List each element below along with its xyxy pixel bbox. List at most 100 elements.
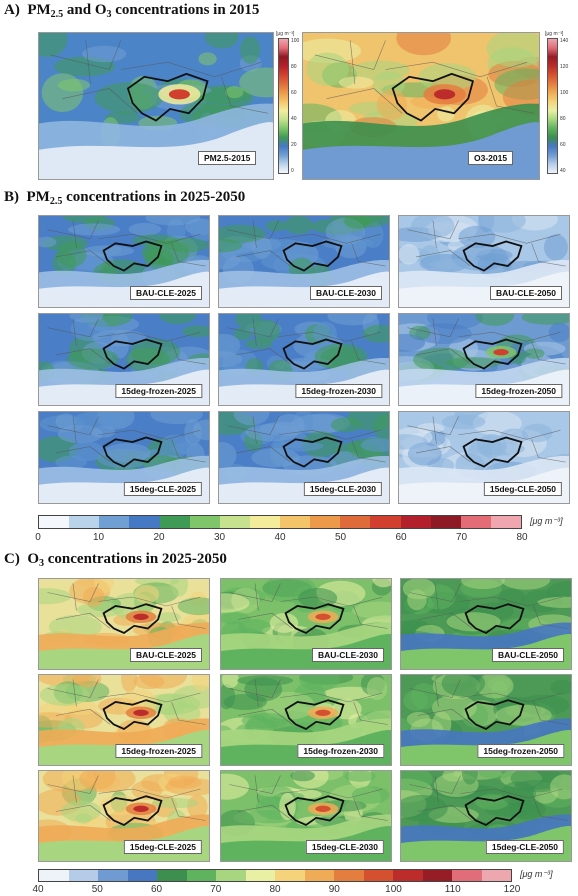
colorbar-segment: [363, 870, 393, 881]
section-a-t3: concentrations in 2015: [111, 2, 260, 18]
colorbar-segment: [460, 516, 491, 528]
pm25-map-label: BAU-CLE-2050: [490, 286, 562, 300]
colorbar-segment: [340, 516, 371, 528]
colorbar-segment: [249, 516, 280, 528]
pm25-map-label: BAU-CLE-2030: [310, 286, 382, 300]
colorbar-tick-label: 0: [291, 168, 294, 174]
colorbar-tick-label: 60: [291, 90, 297, 96]
colorbar-segment: [157, 870, 187, 881]
map-label-pm25-2015: PM2.5-2015: [198, 151, 257, 165]
colorbar-tick-label: 70: [455, 532, 468, 543]
section-a-prefix: A): [4, 2, 20, 18]
pm25-map-label: 15deg-CLE-2030: [303, 482, 382, 496]
colorbar-tick-label: 20: [291, 142, 297, 148]
colorbar-segment: [310, 516, 341, 528]
pm25-map-label: 15deg-CLE-2050: [483, 482, 562, 496]
section-c-sub1: 3: [39, 558, 44, 569]
colorbar-segment: [304, 870, 334, 881]
colorbar-tick-label: 100: [291, 38, 300, 44]
colorbar-o3-scenarios: [38, 869, 512, 882]
colorbar-segment: [219, 516, 250, 528]
map-canvas: [221, 579, 391, 669]
o3-map-bau-cle-2030: [220, 578, 392, 670]
colorbar-segment: [490, 516, 521, 528]
colorbar-segment: [370, 516, 401, 528]
section-a-t2: and O: [63, 2, 107, 18]
colorbar-segment: [186, 870, 216, 881]
colorbar-tick-label: 60: [560, 142, 566, 148]
o3-map-label: 15deg-CLE-2025: [123, 840, 202, 854]
colorbar-segment: [159, 516, 190, 528]
pm25-map-bau-cle-2025: [38, 215, 210, 308]
colorbar-segment: [393, 870, 423, 881]
colorbar-tick-label: 100: [385, 884, 402, 895]
colorbar-tick-label: 40: [291, 116, 297, 122]
colorbar-segment: [422, 870, 452, 881]
section-b-sub1: 2.5: [49, 196, 63, 207]
colorbar-pm25-scenarios-unit: [μg m⁻³]: [530, 516, 563, 526]
colorbar-segment: [430, 516, 461, 528]
colorbar-o3-scenarios-ticks: 40 50 60 70 80 90 100 110 120: [32, 884, 520, 896]
o3-map-label: 15deg-frozen-2050: [477, 744, 564, 758]
colorbar-segment: [216, 870, 246, 881]
section-a-sub1: 2.5: [50, 9, 64, 20]
colorbar-segment: [280, 516, 311, 528]
colorbar-tick-label: 90: [328, 884, 340, 895]
colorbar-tick-label: 40: [274, 532, 286, 543]
colorbar-segment: [39, 516, 70, 528]
colorbar-segment: [39, 870, 69, 881]
colorbar-segment: [481, 870, 511, 881]
section-a-sub2: 3: [106, 9, 112, 20]
colorbar-tick-label: 120: [503, 884, 521, 895]
colorbar-pm25-unit: [μg m⁻³]: [276, 31, 295, 37]
colorbar-o3-ticks: 140 120 100 80 60 40: [560, 38, 578, 174]
colorbar-segment: [99, 516, 130, 528]
section-b-prefix: B): [4, 189, 19, 205]
colorbar-o3-unit: [μg m⁻³]: [545, 31, 564, 37]
colorbar-segment: [245, 870, 275, 881]
pm25-map-label: BAU-CLE-2025: [130, 286, 202, 300]
map-canvas: [399, 412, 569, 503]
o3-map-label: 15deg-CLE-2050: [485, 840, 564, 854]
colorbar-tick-label: 80: [560, 116, 566, 122]
colorbar-tick-label: 100: [560, 90, 569, 96]
colorbar-tick-label: 40: [32, 884, 44, 895]
o3-map-label: BAU-CLE-2050: [492, 648, 564, 662]
colorbar-pm25-scenarios: [38, 515, 522, 529]
colorbar-segment: [129, 516, 160, 528]
map-canvas: [39, 216, 209, 307]
section-a-title: A) PM2.5 and O3 concentrations in 2015: [4, 2, 259, 20]
colorbar-segment: [127, 870, 157, 881]
pm25-map-label: 15deg-frozen-2030: [295, 384, 382, 398]
colorbar-tick-label: 60: [150, 884, 163, 895]
section-c-prefix: C): [4, 551, 20, 567]
colorbar-tick-label: 80: [516, 532, 528, 543]
colorbar-tick-label: 10: [92, 532, 105, 543]
colorbar-segment: [452, 870, 482, 881]
colorbar-pm25-ticks: 100 80 60 40 20 0: [291, 38, 311, 174]
colorbar-segment: [69, 516, 100, 528]
o3-map-label: BAU-CLE-2025: [130, 648, 202, 662]
colorbar-tick-label: 110: [444, 884, 461, 895]
pm25-map-label: 15deg-frozen-2025: [115, 384, 202, 398]
colorbar-segment: [189, 516, 220, 528]
section-c-t2: concentrations in 2025-2050: [44, 551, 227, 567]
colorbar-tick-label: 20: [153, 532, 165, 543]
colorbar-tick-label: 140: [560, 38, 569, 44]
colorbar-segment: [400, 516, 431, 528]
pm25-map-label: 15deg-CLE-2025: [123, 482, 202, 496]
o3-map-label: 15deg-frozen-2025: [115, 744, 202, 758]
pm25-map-15deg-cle-2050: [398, 411, 570, 504]
colorbar-tick-label: 40: [560, 168, 566, 174]
section-b-t2: concentrations in 2025-2050: [62, 189, 246, 205]
pm25-map-label: 15deg-frozen-2050: [475, 384, 562, 398]
section-a-t1: PM: [27, 2, 51, 18]
o3-map-label: BAU-CLE-2030: [312, 648, 384, 662]
colorbar-tick-label: 60: [395, 532, 407, 543]
colorbar-segment: [275, 870, 305, 881]
section-b-title: B) PM2.5 concentrations in 2025-2050: [4, 189, 245, 207]
colorbar-tick-label: 50: [334, 532, 347, 543]
map-label-o3-2015: O3-2015: [468, 151, 514, 165]
section-b-t1: PM: [26, 189, 50, 205]
colorbar-tick-label: 120: [560, 64, 569, 70]
